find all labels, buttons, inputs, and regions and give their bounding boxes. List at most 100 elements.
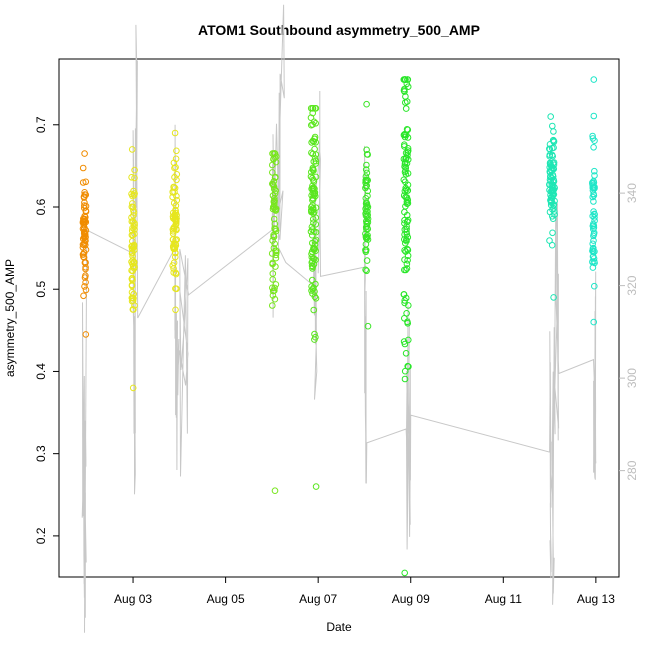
data-point [309, 186, 317, 193]
x-axis: Aug 03 Aug 05 Aug 07 Aug 09 Aug 11 Aug 13 [114, 577, 615, 606]
data-point [401, 299, 408, 307]
y-axis-label: asymmetry_500_AMP [3, 259, 17, 377]
data-point [401, 76, 409, 83]
data-point [363, 222, 371, 230]
data-point [272, 254, 280, 262]
data-point [591, 248, 598, 255]
data-point [590, 112, 598, 120]
data-point [271, 194, 278, 202]
data-point [81, 150, 88, 157]
x-axis-label: Date [326, 620, 352, 634]
data-point [589, 258, 596, 266]
data-point [81, 230, 88, 237]
data-point [170, 183, 177, 191]
data-point [401, 226, 409, 233]
data-point [402, 203, 409, 210]
data-point [128, 227, 136, 234]
scatter-points [79, 76, 598, 577]
data-point [128, 282, 136, 290]
data-point [129, 203, 137, 211]
data-point [128, 214, 135, 221]
data-point [590, 231, 598, 238]
data-point [269, 284, 276, 292]
data-point [82, 331, 90, 338]
data-point [310, 166, 317, 173]
data-point [401, 163, 408, 170]
data-point [590, 318, 598, 326]
data-point [169, 188, 176, 196]
data-point [128, 218, 136, 225]
data-point [549, 206, 556, 213]
data-point [550, 128, 557, 135]
data-point [548, 174, 556, 182]
data-point [363, 151, 371, 158]
data-point [312, 295, 320, 302]
data-point [82, 191, 90, 199]
data-point [272, 225, 279, 233]
data-point [173, 171, 181, 178]
data-point [271, 295, 279, 303]
data-point [270, 155, 278, 162]
data-point [131, 174, 138, 182]
data-point [311, 145, 318, 153]
data-point [308, 250, 315, 258]
y-tick-label: 0.3 [34, 445, 48, 462]
data-point [400, 338, 408, 345]
data-point [401, 141, 408, 148]
data-point [82, 272, 89, 280]
data-point [172, 253, 179, 261]
data-point [364, 192, 371, 200]
data-point [81, 202, 88, 209]
data-point [404, 145, 412, 152]
data-point [172, 270, 180, 278]
data-point [362, 248, 370, 256]
data-point [403, 260, 411, 268]
data-point [82, 237, 89, 245]
data-point [402, 105, 410, 112]
data-point [547, 201, 555, 209]
data-point [129, 200, 136, 207]
data-point [590, 192, 598, 199]
data-point [402, 193, 409, 201]
data-point [312, 236, 320, 244]
data-point [307, 228, 315, 235]
data-point [128, 274, 136, 282]
data-point [169, 236, 177, 243]
data-point [550, 294, 557, 301]
data-point [402, 240, 409, 247]
data-point [363, 161, 370, 169]
data-point [312, 256, 319, 264]
data-point [79, 179, 87, 186]
data-point [550, 136, 557, 144]
data-point [311, 330, 318, 338]
x-tick-label: Aug 11 [485, 592, 522, 606]
data-point [82, 279, 89, 286]
data-point [401, 131, 409, 138]
data-point [309, 215, 317, 223]
data-point [546, 146, 554, 153]
data-point [170, 265, 177, 272]
data-point [311, 155, 319, 162]
data-point [173, 147, 180, 155]
data-point [81, 259, 89, 267]
data-point [271, 487, 279, 495]
data-point [172, 220, 180, 228]
data-point [80, 253, 87, 261]
data-point [547, 197, 555, 205]
data-point [402, 164, 410, 171]
data-point [312, 280, 319, 288]
secondary-y-axis: 280 300 320 340 [619, 183, 639, 481]
data-point [172, 207, 179, 215]
data-point [308, 262, 316, 270]
data-point [590, 76, 598, 83]
data-point [269, 259, 276, 267]
data-point [309, 105, 316, 112]
data-point [405, 336, 412, 344]
data-point [128, 294, 136, 302]
data-point [80, 250, 87, 258]
data-point [404, 362, 412, 370]
data-point [404, 257, 411, 264]
data-point [131, 166, 138, 174]
data-point [404, 252, 412, 259]
data-point [400, 291, 408, 298]
